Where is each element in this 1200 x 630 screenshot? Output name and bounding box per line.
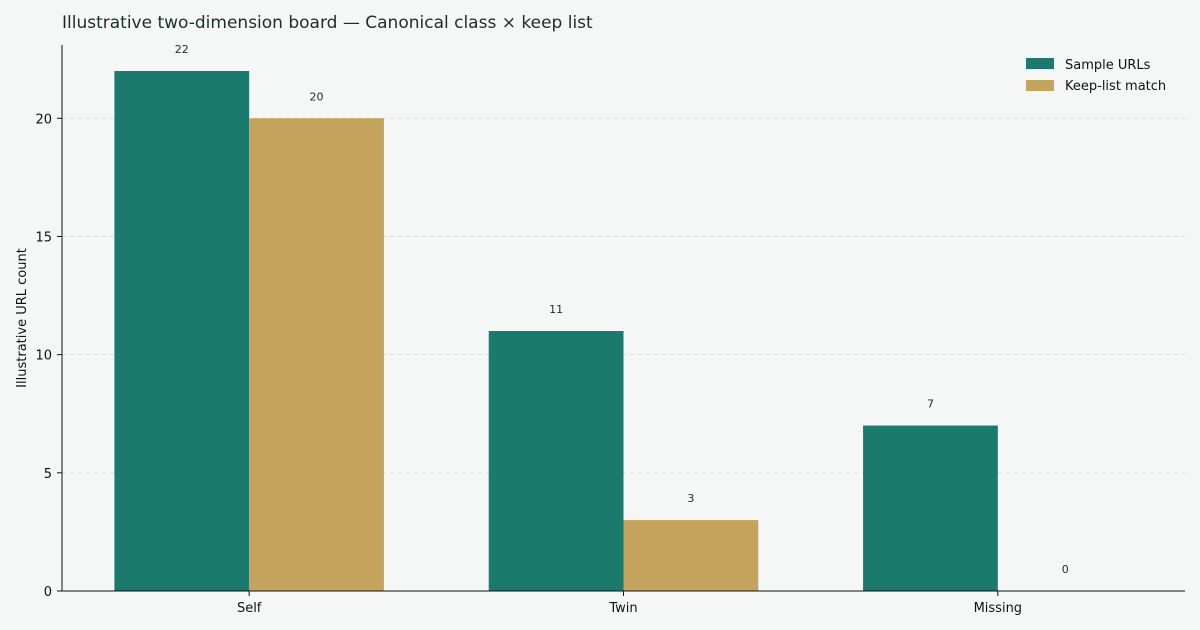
legend: Sample URLs Keep-list match (1026, 58, 1166, 94)
legend-label-keep-list-match: Keep-list match (1065, 79, 1166, 94)
bar-label-sample-urls-twin: 11 (549, 303, 563, 316)
bars (114, 71, 998, 591)
x-tick-label-twin: Twin (608, 601, 637, 616)
y-tick-label-10: 10 (35, 349, 52, 364)
bar-labels: 22 11 7 20 3 0 (175, 43, 1069, 576)
x-tick-label-self: Self (237, 601, 262, 616)
bar-label-keep-list-match-twin: 3 (687, 492, 694, 505)
bar-label-keep-list-match-missing: 0 (1062, 563, 1069, 576)
y-axis-ticks: 0 5 10 15 20 (35, 112, 62, 600)
y-tick-label-0: 0 (44, 585, 52, 600)
bar-sample-urls-self (114, 71, 250, 591)
x-axis-ticks: Self Twin Missing (237, 591, 1022, 616)
y-tick-label-15: 15 (35, 230, 52, 245)
legend-swatch-keep-list-match (1026, 80, 1054, 91)
y-tick-label-20: 20 (35, 112, 52, 127)
bar-sample-urls-missing (863, 425, 998, 591)
legend-label-sample-urls: Sample URLs (1065, 58, 1151, 73)
bar-keep-list-match-twin (623, 520, 759, 591)
y-axis-title: Illustrative URL count (15, 248, 30, 388)
bar-label-sample-urls-missing: 7 (927, 398, 934, 411)
bar-label-sample-urls-self: 22 (175, 43, 189, 56)
legend-swatch-sample-urls (1026, 58, 1054, 69)
bar-keep-list-match-self (249, 118, 384, 591)
y-tick-label-5: 5 (44, 467, 52, 482)
chart-title: Illustrative two-dimension board — Canon… (62, 13, 593, 33)
bar-sample-urls-twin (488, 331, 624, 591)
bar-label-keep-list-match-self: 20 (310, 90, 324, 103)
x-tick-label-missing: Missing (974, 601, 1022, 616)
